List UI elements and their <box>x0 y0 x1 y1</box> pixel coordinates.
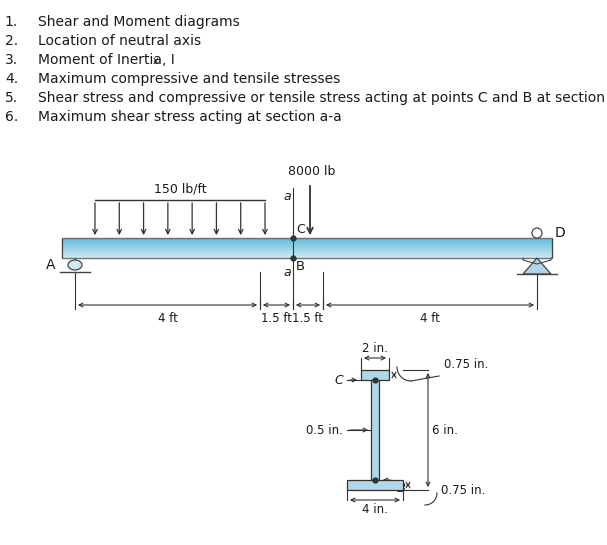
Bar <box>62 241 552 244</box>
Text: 1.5 ft: 1.5 ft <box>261 312 292 325</box>
Bar <box>361 370 389 380</box>
Text: B: B <box>397 482 406 495</box>
Text: 4 in.: 4 in. <box>362 503 388 516</box>
Bar <box>371 380 379 480</box>
Text: C: C <box>296 223 305 236</box>
Text: 3.: 3. <box>5 53 18 67</box>
Text: 4 ft: 4 ft <box>420 312 440 325</box>
Text: Moment of Inertia, I: Moment of Inertia, I <box>38 53 175 67</box>
Bar <box>62 256 552 258</box>
Text: 0.75 in.: 0.75 in. <box>441 485 486 498</box>
Text: 5.: 5. <box>5 91 18 105</box>
Text: a: a <box>283 266 291 279</box>
Bar <box>62 238 552 240</box>
Bar <box>62 244 552 246</box>
Text: A: A <box>46 258 55 272</box>
Text: x: x <box>153 56 159 66</box>
Bar <box>62 247 552 250</box>
Text: 2 in.: 2 in. <box>362 342 388 355</box>
Text: Maximum shear stress acting at section a-a: Maximum shear stress acting at section a… <box>38 110 342 124</box>
Text: 6.: 6. <box>5 110 18 124</box>
Text: Shear and Moment diagrams: Shear and Moment diagrams <box>38 15 240 29</box>
Text: 4 ft: 4 ft <box>158 312 177 325</box>
Text: C: C <box>334 373 343 386</box>
Bar <box>62 238 552 258</box>
Text: 150 lb/ft: 150 lb/ft <box>154 183 206 196</box>
Circle shape <box>532 228 542 238</box>
Ellipse shape <box>68 260 82 270</box>
Text: Maximum compressive and tensile stresses: Maximum compressive and tensile stresses <box>38 72 341 86</box>
Text: 6 in.: 6 in. <box>432 423 458 437</box>
Bar <box>62 238 552 258</box>
Bar <box>62 251 552 254</box>
Bar <box>62 245 552 248</box>
Text: D: D <box>555 226 566 240</box>
Text: Location of neutral axis: Location of neutral axis <box>38 34 201 48</box>
Bar <box>62 239 552 242</box>
Bar <box>62 250 552 252</box>
Text: a: a <box>283 190 291 203</box>
Text: 4.: 4. <box>5 72 18 86</box>
Text: 8000 lb: 8000 lb <box>288 165 336 178</box>
Text: B: B <box>296 260 305 273</box>
Text: 1.: 1. <box>5 15 18 29</box>
Text: 1.5 ft: 1.5 ft <box>293 312 324 325</box>
Bar <box>62 253 552 256</box>
Text: Shear stress and compressive or tensile stress acting at points C and B at secti: Shear stress and compressive or tensile … <box>38 91 607 105</box>
Polygon shape <box>523 258 551 274</box>
Text: 2.: 2. <box>5 34 18 48</box>
Text: 0.5 in.: 0.5 in. <box>306 423 343 437</box>
Bar <box>347 480 403 490</box>
Text: 0.75 in.: 0.75 in. <box>444 359 489 372</box>
